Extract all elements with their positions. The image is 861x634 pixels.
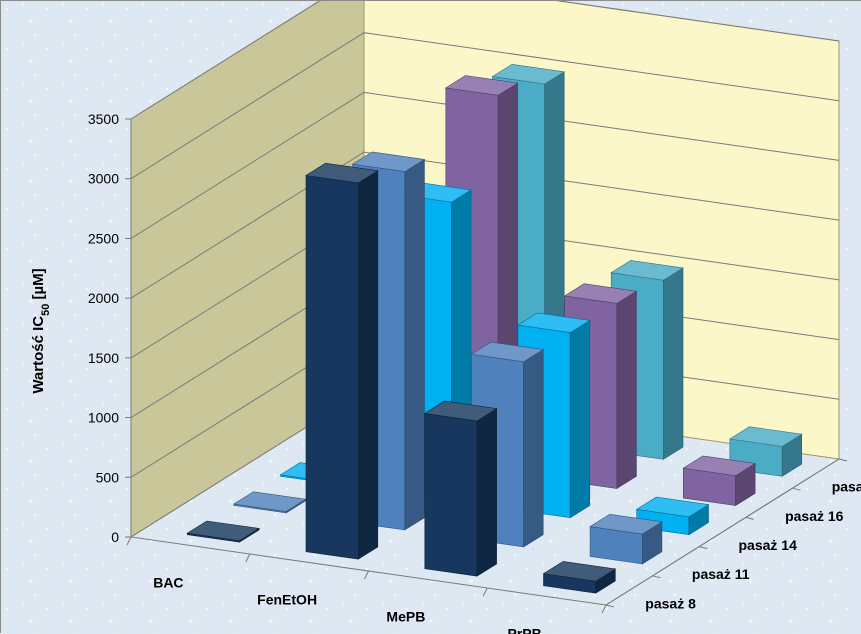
bar-front [425,413,477,576]
y-tick-label: 1000 [88,410,119,426]
bar-pasaż-11-PrPB [590,514,662,564]
bar-side [524,350,544,547]
series-label: pasaż 20 [832,479,861,495]
y-tick-label: 3500 [88,111,119,127]
category-label: BAC [153,575,183,591]
bar-front [306,176,358,560]
category-label: FenEtOH [257,592,317,608]
series-label: pasaż 11 [692,566,750,582]
y-tick-label: 500 [96,469,120,485]
bar-pasaż-8-FenEtOH [306,163,378,559]
series-label: pasaż 14 [739,537,798,553]
y-tick-label: 2500 [88,230,119,246]
bar-side [477,409,497,576]
y-tick-label: 2000 [88,290,119,306]
category-label: MePB [386,609,425,625]
bar-side [358,171,378,559]
series-label: pasaż 8 [645,595,696,611]
bar-side [663,268,683,459]
bar-side [570,320,590,517]
y-tick-label: 1500 [88,350,119,366]
y-tick-label: 3000 [88,171,119,187]
bar-pasaż-16-PrPB [683,456,755,506]
y-tick-label: 0 [111,529,119,545]
series-label: pasaż 16 [785,508,844,524]
bar-side [405,159,425,530]
bar-pasaż-8-MePB [425,401,497,576]
bar-side [617,291,637,488]
